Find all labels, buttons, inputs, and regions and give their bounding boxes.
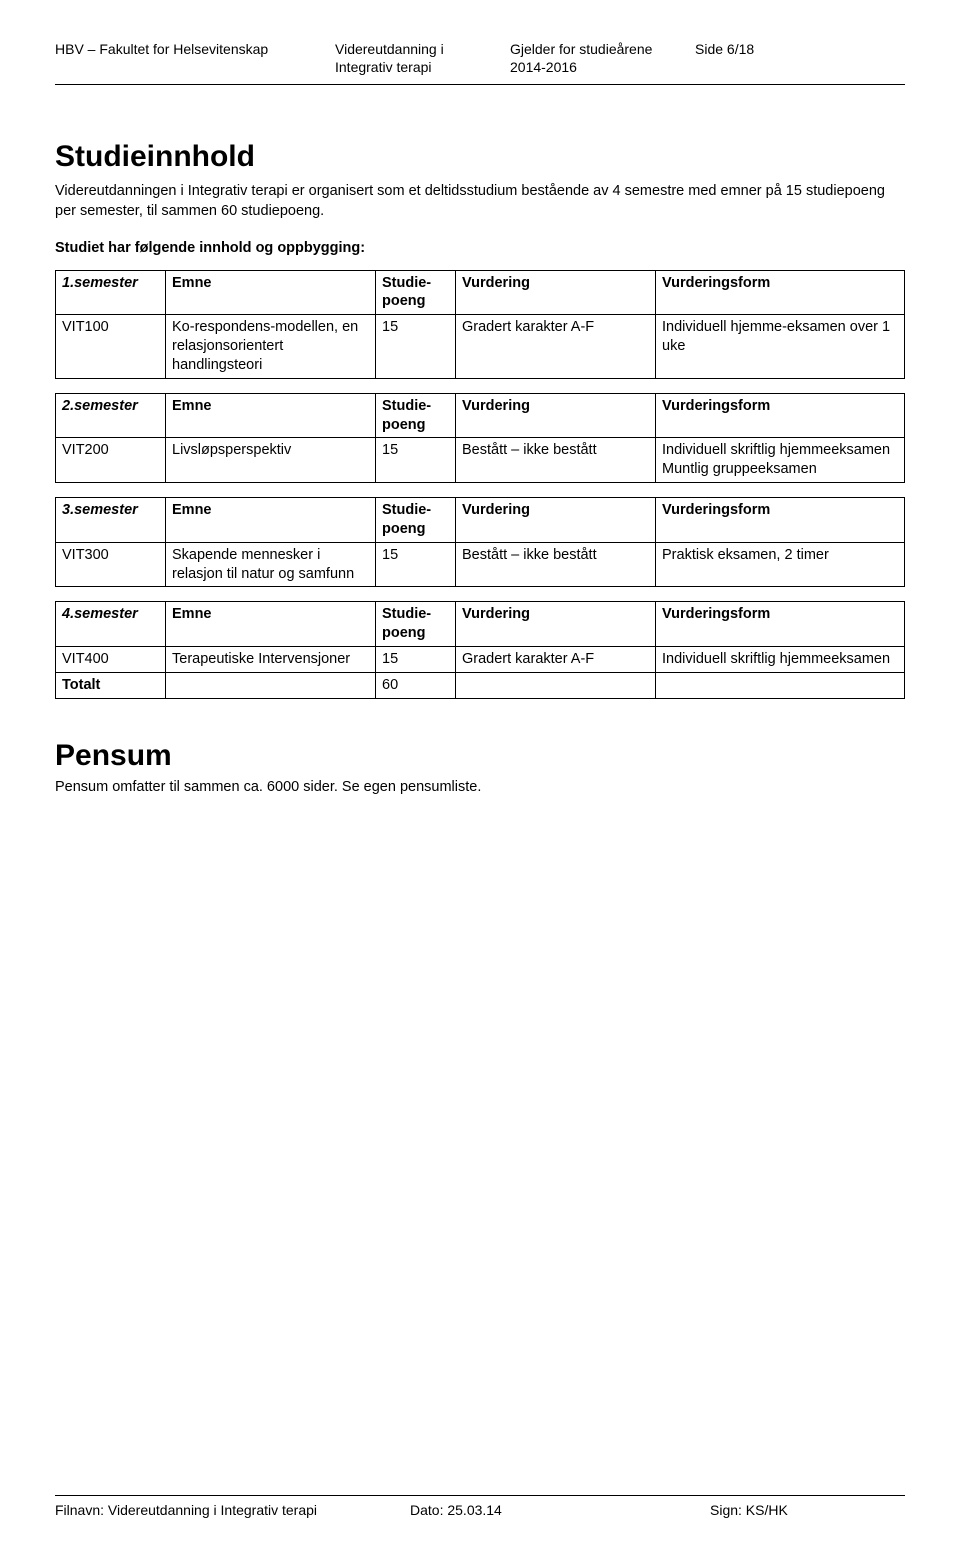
sem4-vurdering: Gradert karakter A-F (456, 647, 656, 673)
col-form: Vurderingsform (656, 393, 905, 438)
header-years-line1: Gjelder for studieårene (510, 41, 652, 57)
col-sp: Studie-poeng (376, 270, 456, 315)
col-emne: Emne (166, 602, 376, 647)
page-title: Studieinnhold (55, 140, 905, 174)
page-footer: Filnavn: Videreutdanning i Integrativ te… (55, 1495, 905, 1518)
sem4-form: Individuell skriftlig hjemmeeksamen (656, 647, 905, 673)
sem3-label: 3.semester (56, 498, 166, 543)
page-header: HBV – Fakultet for Helsevitenskap Videre… (55, 40, 905, 85)
table-row: VIT200 Livsløpsperspektiv 15 Bestått – i… (56, 438, 905, 483)
sem4-code: VIT400 (56, 647, 166, 673)
total-label: Totalt (56, 673, 166, 699)
col-emne: Emne (166, 498, 376, 543)
table-row-total: Totalt 60 (56, 673, 905, 699)
sem1-label: 1.semester (56, 270, 166, 315)
header-page-number: Side 6/18 (695, 40, 905, 76)
pensum-text: Pensum omfatter til sammen ca. 6000 side… (55, 779, 905, 795)
subheading: Studiet har følgende innhold og oppbyggi… (55, 240, 905, 256)
semester-1-table: 1.semester Emne Studie-poeng Vurdering V… (55, 270, 905, 379)
col-vurdering: Vurdering (456, 602, 656, 647)
intro-paragraph: Videreutdanningen i Integrativ terapi er… (55, 182, 905, 221)
sem1-vurdering: Gradert karakter A-F (456, 315, 656, 379)
header-years-line2: 2014-2016 (510, 59, 577, 75)
sem3-form: Praktisk eksamen, 2 timer (656, 542, 905, 587)
table-row: VIT300 Skapende mennesker i relasjon til… (56, 542, 905, 587)
semester-4-table: 4.semester Emne Studie-poeng Vurdering V… (55, 601, 905, 698)
table-row: VIT100 Ko-respondens-modellen, en relasj… (56, 315, 905, 379)
header-program-line2: Integrativ terapi (335, 59, 432, 75)
col-vurdering: Vurdering (456, 498, 656, 543)
sem1-emne: Ko-respondens-modellen, en relasjonsorie… (166, 315, 376, 379)
semester-2-table: 2.semester Emne Studie-poeng Vurdering V… (55, 393, 905, 483)
header-org: HBV – Fakultet for Helsevitenskap (55, 40, 335, 76)
header-program: Videreutdanning i Integrativ terapi (335, 40, 510, 76)
pensum-heading: Pensum (55, 739, 905, 773)
col-sp: Studie-poeng (376, 393, 456, 438)
semester-3-table: 3.semester Emne Studie-poeng Vurdering V… (55, 497, 905, 587)
col-sp: Studie-poeng (376, 498, 456, 543)
sem2-label: 2.semester (56, 393, 166, 438)
footer-sign: Sign: KS/HK (710, 1502, 905, 1518)
header-years: Gjelder for studieårene 2014-2016 (510, 40, 695, 76)
sem2-form: Individuell skriftlig hjemmeeksamen Munt… (656, 438, 905, 483)
sem2-vurdering: Bestått – ikke bestått (456, 438, 656, 483)
col-vurdering: Vurdering (456, 393, 656, 438)
col-form: Vurderingsform (656, 498, 905, 543)
sem1-form: Individuell hjemme-eksamen over 1 uke (656, 315, 905, 379)
header-program-line1: Videreutdanning i (335, 41, 444, 57)
col-vurdering: Vurdering (456, 270, 656, 315)
col-emne: Emne (166, 393, 376, 438)
table-row: VIT400 Terapeutiske Intervensjoner 15 Gr… (56, 647, 905, 673)
sem2-sp: 15 (376, 438, 456, 483)
sem4-emne: Terapeutiske Intervensjoner (166, 647, 376, 673)
total-sp: 60 (376, 673, 456, 699)
footer-filename: Filnavn: Videreutdanning i Integrativ te… (55, 1502, 410, 1518)
sem4-label: 4.semester (56, 602, 166, 647)
sem2-emne: Livsløpsperspektiv (166, 438, 376, 483)
sem4-sp: 15 (376, 647, 456, 673)
col-emne: Emne (166, 270, 376, 315)
sem3-emne: Skapende mennesker i relasjon til natur … (166, 542, 376, 587)
footer-date: Dato: 25.03.14 (410, 1502, 710, 1518)
sem1-code: VIT100 (56, 315, 166, 379)
sem3-code: VIT300 (56, 542, 166, 587)
sem3-vurdering: Bestått – ikke bestått (456, 542, 656, 587)
col-form: Vurderingsform (656, 270, 905, 315)
sem3-sp: 15 (376, 542, 456, 587)
sem1-sp: 15 (376, 315, 456, 379)
col-sp: Studie-poeng (376, 602, 456, 647)
col-form: Vurderingsform (656, 602, 905, 647)
sem2-code: VIT200 (56, 438, 166, 483)
